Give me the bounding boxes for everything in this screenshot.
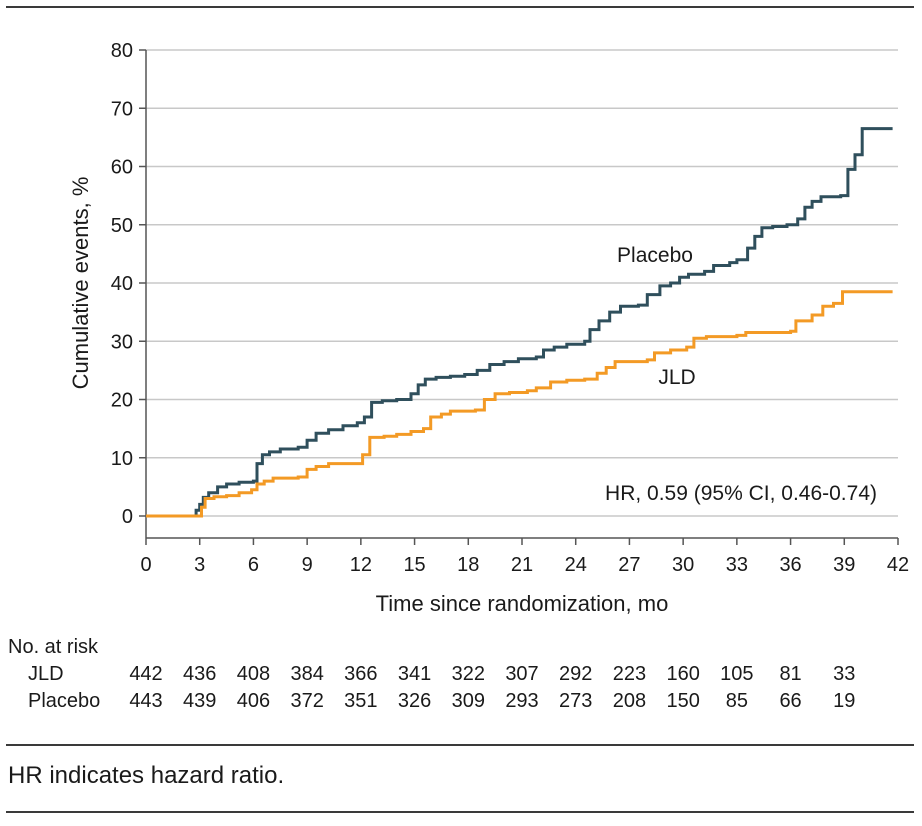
jld-series-label: JLD	[658, 366, 695, 389]
risk-cell-placebo: 150	[666, 690, 700, 712]
risk-cell-jld: 292	[559, 663, 593, 685]
placebo-series-line	[146, 127, 893, 518]
risk-cell-placebo: 309	[451, 690, 485, 712]
series-lines	[146, 127, 893, 518]
figure-caption: HR indicates hazard ratio.	[8, 762, 285, 789]
risk-cell-jld: 223	[612, 663, 647, 685]
y-tick-label: 40	[111, 273, 133, 295]
placebo-series-label: Placebo	[617, 244, 693, 267]
risk-cell-jld: 341	[397, 663, 432, 685]
risk-cell-placebo: 273	[559, 690, 593, 712]
risk-cell-placebo: 372	[290, 690, 324, 712]
risk-cell-jld: 33	[833, 663, 856, 685]
x-tick-label: 18	[457, 554, 479, 576]
y-tick-label: 80	[111, 40, 133, 62]
x-tick-label: 39	[833, 554, 855, 576]
risk-cell-jld: 160	[666, 663, 700, 685]
y-tick-label: 30	[111, 331, 133, 353]
top-rule	[6, 6, 914, 8]
risk-cell-placebo: 208	[612, 690, 647, 712]
x-tick-label: 21	[511, 554, 533, 576]
x-tick-label: 27	[618, 554, 640, 576]
risk-cell-placebo: 19	[833, 690, 856, 712]
risk-row-label-placebo: Placebo	[28, 690, 101, 712]
bottom-rule	[6, 811, 914, 813]
x-tick-label: 42	[887, 554, 909, 576]
hazard-ratio-annotation: HR, 0.59 (95% CI, 0.46-0.74)	[605, 482, 877, 505]
gridlines	[146, 49, 898, 517]
y-tick-label: 20	[111, 390, 133, 412]
risk-cell-placebo: 66	[779, 690, 802, 712]
risk-cell-placebo: 293	[505, 690, 539, 712]
risk-cell-placebo: 439	[183, 690, 217, 712]
risk-cell-jld: 442	[129, 663, 163, 685]
x-tick-label: 30	[672, 554, 694, 576]
y-axis-label: Cumulative events, %	[68, 177, 93, 390]
jld-series-line	[146, 290, 893, 518]
x-axis-label: Time since randomization, mo	[376, 591, 669, 616]
y-tick-label: 60	[111, 157, 133, 179]
risk-cell-jld: 322	[451, 663, 485, 685]
x-tick-label: 0	[140, 554, 151, 576]
x-tick-label: 24	[565, 554, 587, 576]
risk-cell-jld: 408	[236, 663, 271, 685]
x-tick-label: 3	[194, 554, 205, 576]
x-tick-label: 9	[302, 554, 313, 576]
x-tick-label: 33	[726, 554, 748, 576]
risk-cell-jld: 384	[290, 663, 324, 685]
y-tick-label: 0	[122, 506, 133, 528]
x-tick-label: 6	[248, 554, 259, 576]
risk-cell-jld: 436	[183, 663, 217, 685]
risk-cell-jld: 307	[505, 663, 539, 685]
risk-table-title: No. at risk	[8, 636, 99, 658]
middle-rule	[6, 744, 914, 746]
risk-cell-placebo: 85	[725, 690, 748, 712]
risk-cell-jld: 105	[720, 663, 754, 685]
risk-cell-jld: 366	[344, 663, 378, 685]
risk-row-label-jld: JLD	[28, 663, 64, 685]
risk-cell-jld: 81	[779, 663, 802, 685]
risk-cell-placebo: 351	[344, 690, 378, 712]
y-tick-label: 10	[111, 448, 133, 470]
risk-cell-placebo: 443	[129, 690, 163, 712]
risk-cell-placebo: 406	[236, 690, 271, 712]
x-tick-label: 15	[403, 554, 425, 576]
y-tick-label: 50	[111, 215, 133, 237]
y-tick-label: 70	[111, 98, 133, 120]
risk-cell-placebo: 326	[397, 690, 432, 712]
x-tick-label: 12	[350, 554, 372, 576]
x-tick-label: 36	[779, 554, 801, 576]
